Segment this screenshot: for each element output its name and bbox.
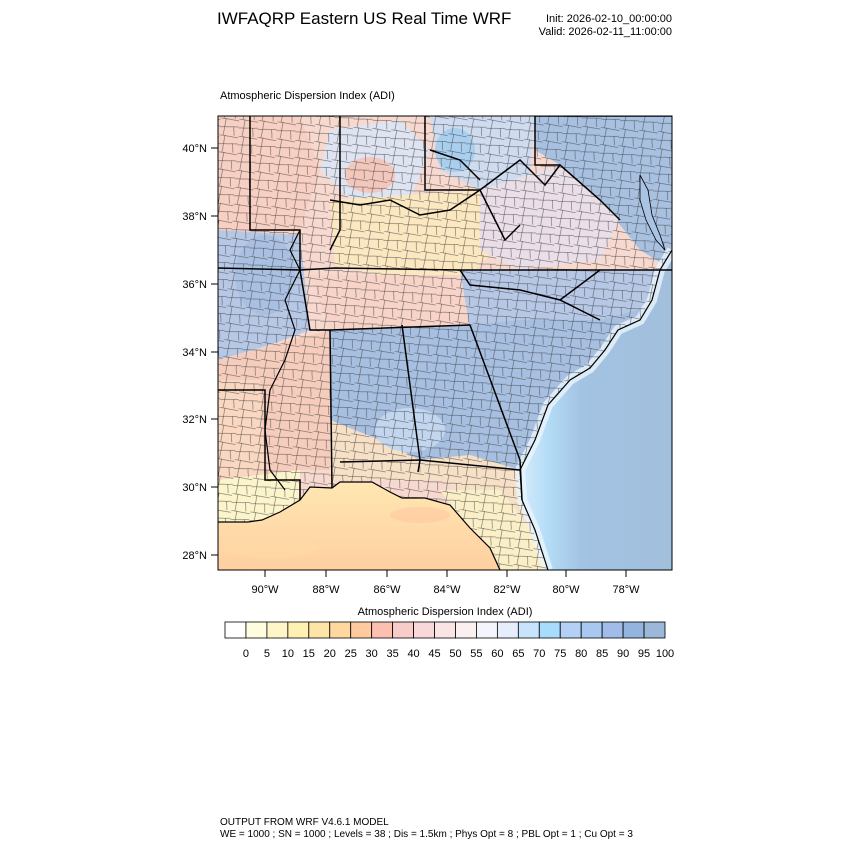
colorbar-swatch [372,622,393,638]
colorbar-label: 25 [345,648,357,660]
colorbar-label: 70 [533,648,545,660]
colorbar-label: 85 [596,648,608,660]
colorbar-swatch [476,622,497,638]
lon-tick-label: 86°W [373,584,401,596]
lon-tick-label: 90°W [251,584,279,596]
lat-tick-label: 30°N [182,482,207,494]
footer-line-1: OUTPUT FROM WRF V4.6.1 MODEL [220,817,633,829]
lon-tick-label: 80°W [552,584,580,596]
lat-tick-label: 38°N [182,211,207,223]
colorbar [225,622,665,638]
lat-tick-label: 40°N [182,143,207,155]
colorbar-swatch [581,622,602,638]
colorbar-swatch [330,622,351,638]
colorbar-swatch [644,622,665,638]
colorbar-label: 55 [470,648,482,660]
lon-tick-label: 82°W [493,584,521,596]
colorbar-label: 80 [575,648,587,660]
colorbar-label: 30 [366,648,378,660]
colorbar-title: Atmospheric Dispersion Index (ADI) [0,606,850,618]
colorbar-label: 100 [656,648,674,660]
latitude-axis: 40°N 38°N 36°N 34°N 32°N 30°N 28°N [182,143,218,562]
lat-tick-label: 32°N [182,414,207,426]
colorbar-label: 50 [449,648,461,660]
colorbar-swatch [393,622,414,638]
colorbar-swatch [602,622,623,638]
colorbar-swatch [351,622,372,638]
colorbar-swatch [623,622,644,638]
colorbar-label: 60 [491,648,503,660]
footer-line-2: WE = 1000 ; SN = 1000 ; Levels = 38 ; Di… [220,829,633,841]
colorbar-label: 40 [407,648,419,660]
colorbar-swatch [539,622,560,638]
lon-tick-label: 88°W [312,584,340,596]
colorbar-label: 5 [264,648,270,660]
colorbar-labels: 0 5 10 15 20 25 30 35 40 45 50 55 60 65 70 75 80 85 90 95 10… [0,648,850,662]
colorbar-label: 90 [617,648,629,660]
map-panel [218,116,672,570]
colorbar-label: 20 [324,648,336,660]
colorbar-swatch [435,622,456,638]
lon-tick-label: 84°W [433,584,461,596]
colorbar-swatch [455,622,476,638]
lon-tick-label: 78°W [612,584,640,596]
lat-tick-label: 34°N [182,347,207,359]
colorbar-swatch [246,622,267,638]
colorbar-label: 15 [303,648,315,660]
longitude-axis: 90°W 88°W 86°W 84°W 82°W 80°W 78°W [251,570,640,596]
colorbar-swatch [309,622,330,638]
colorbar-swatch [497,622,518,638]
lat-tick-label: 28°N [182,550,207,562]
colorbar-label: 35 [386,648,398,660]
colorbar-swatch [267,622,288,638]
colorbar-label: 45 [428,648,440,660]
colorbar-label: 75 [554,648,566,660]
colorbar-swatch [225,622,246,638]
colorbar-label: 0 [243,648,249,660]
colorbar-label: 10 [282,648,294,660]
colorbar-swatch [288,622,309,638]
colorbar-label: 95 [638,648,650,660]
model-footer: OUTPUT FROM WRF V4.6.1 MODEL WE = 1000 ;… [220,817,633,841]
colorbar-swatch [414,622,435,638]
colorbar-swatch [518,622,539,638]
colorbar-swatch [560,622,581,638]
colorbar-label: 65 [512,648,524,660]
lat-tick-label: 36°N [182,279,207,291]
